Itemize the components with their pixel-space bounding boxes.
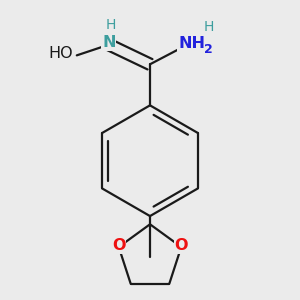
Text: N: N <box>102 35 116 50</box>
Text: O: O <box>112 238 125 253</box>
Text: HO: HO <box>48 46 73 62</box>
Text: H: H <box>204 20 214 34</box>
Text: O: O <box>175 238 188 253</box>
Text: 2: 2 <box>204 43 213 56</box>
Text: NH: NH <box>178 36 205 51</box>
Text: H: H <box>105 18 116 32</box>
